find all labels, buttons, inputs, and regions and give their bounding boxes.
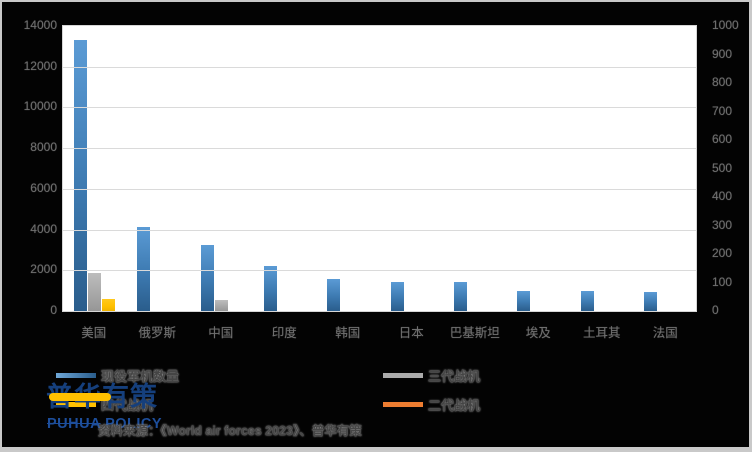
- primary-axis-tick: 2000: [30, 262, 57, 277]
- legend-swatch: [56, 373, 96, 378]
- bar-group: [126, 26, 189, 311]
- primary-axis-tick: 6000: [30, 180, 57, 195]
- primary-axis-tick: 0: [50, 303, 57, 317]
- bar: [390, 282, 404, 311]
- bar-group: [443, 26, 506, 311]
- legend-label: 四代战机: [101, 398, 154, 413]
- puhua-logo-en: PUHUA POLICY: [47, 416, 162, 432]
- secondary-axis-tick: 100: [712, 274, 733, 289]
- x-axis-label: 中国: [208, 326, 234, 340]
- primary-y-axis: 0 2000 4000 6000 8000 10000 12000 14000: [2, 18, 57, 317]
- bar: [453, 282, 467, 311]
- gridline: [63, 148, 696, 150]
- secondary-axis-tick: 0: [712, 303, 719, 317]
- secondary-axis-tick: 600: [712, 132, 733, 146]
- bar: [643, 292, 657, 311]
- secondary-axis-tick: 700: [712, 103, 733, 118]
- bar-group: [379, 26, 442, 311]
- secondary-axis-tick: 800: [712, 75, 733, 89]
- primary-axis-tick: 12000: [23, 58, 57, 73]
- x-axis-label: 土耳其: [582, 326, 621, 340]
- x-axis-label: 巴基斯坦: [449, 326, 500, 340]
- bar: [264, 266, 278, 311]
- bar-groups: [63, 26, 696, 311]
- legend-swatch: [383, 373, 423, 378]
- x-axis-labels: 美国 俄罗斯 中国 印度 韩国 日本 巴基斯坦 埃及 土耳其 法国: [62, 322, 697, 341]
- secondary-axis-tick: 300: [712, 217, 733, 232]
- primary-axis-tick: 4000: [30, 221, 57, 236]
- bar: [137, 227, 151, 311]
- gridline: [63, 229, 696, 231]
- x-axis-label: 印度: [271, 326, 297, 340]
- legend-item: 三代战机: [383, 366, 480, 385]
- bar-group: [569, 26, 632, 311]
- primary-axis-tick: 14000: [23, 18, 57, 32]
- puhua-logo-accent-bar: [49, 393, 111, 401]
- bar: [214, 300, 228, 311]
- bar: [200, 245, 214, 311]
- secondary-axis-tick: 500: [712, 160, 733, 175]
- bar: [580, 291, 594, 311]
- secondary-axis-tick: 400: [712, 189, 733, 203]
- legend-label: 现役军机数量: [101, 369, 180, 384]
- x-axis-label: 日本: [398, 326, 424, 340]
- legend-label: 二代战机: [428, 398, 481, 413]
- puhua-logo-en-second: POLICY: [105, 416, 163, 432]
- puhua-logo-en-first: PUHUA: [47, 416, 101, 432]
- gridline: [63, 270, 696, 272]
- secondary-axis-tick: 900: [712, 46, 733, 61]
- bar-group: [506, 26, 569, 311]
- legend-label: 三代战机: [428, 369, 481, 384]
- bar-group: [190, 26, 253, 311]
- x-axis-label: 法国: [652, 326, 678, 340]
- bar-group: [253, 26, 316, 311]
- legend-swatch: [56, 402, 96, 407]
- gridline: [63, 66, 696, 68]
- bar-group: [633, 26, 696, 311]
- bar: [517, 291, 531, 311]
- gridline: [63, 107, 696, 109]
- plot-area: [62, 25, 697, 312]
- primary-axis-tick: 10000: [23, 99, 57, 114]
- bar-group: [316, 26, 379, 311]
- bar-group: [63, 26, 126, 311]
- x-axis-label: 埃及: [525, 326, 551, 340]
- bar: [327, 279, 341, 311]
- legend-item: 二代战机: [383, 395, 480, 414]
- legend-item: 现役军机数量: [56, 366, 179, 385]
- x-axis-label: 韩国: [335, 326, 361, 340]
- gridline: [63, 188, 696, 190]
- secondary-axis-tick: 1000: [712, 18, 739, 32]
- legend-swatch: [383, 402, 423, 407]
- bar: [88, 273, 102, 311]
- bar: [102, 299, 116, 311]
- secondary-y-axis: 0 100 200 300 400 500 600 700 800 900 1000: [712, 18, 752, 317]
- x-axis-label: 美国: [81, 326, 107, 340]
- primary-axis-tick: 8000: [30, 140, 57, 155]
- secondary-axis-tick: 200: [712, 246, 733, 260]
- legend-item: 四代战机: [56, 395, 153, 414]
- x-axis-label: 俄罗斯: [138, 326, 176, 340]
- source-line: 资料来源：《World air forces 2023》、普华有策: [98, 424, 362, 438]
